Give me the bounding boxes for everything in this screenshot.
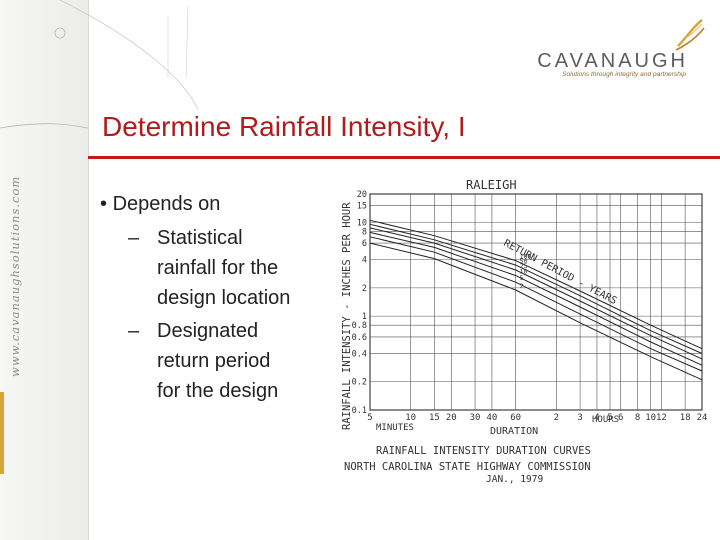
series-line-10 — [369, 231, 703, 366]
cavanaugh-logo: CAVANAUGH Solutions through integrity an… — [516, 14, 706, 84]
y-tick-label: 0.2 — [352, 378, 367, 388]
x-tick-label: 6 — [618, 413, 623, 423]
x-tick-label: 10 — [405, 413, 416, 423]
series-label-50: 50 — [520, 257, 528, 265]
brand-tagline: Solutions through integrity and partners… — [562, 71, 686, 78]
x-tick-label: 20 — [446, 413, 457, 423]
series-line-5 — [369, 236, 703, 372]
bullet-depends-on: • Depends on — [100, 193, 221, 215]
x-tick-label: 3 — [577, 413, 582, 423]
y-tick-label: 1 — [362, 312, 367, 322]
x-tick-label: 60 — [510, 413, 521, 423]
series-line-100 — [369, 219, 703, 350]
x-tick-label: 2 — [554, 413, 559, 423]
x-unit-hours: HOURS — [592, 415, 619, 425]
gold-accent-bar — [0, 392, 4, 474]
series-label-100: 100 — [520, 253, 532, 261]
idf-chart: RALEIGH RAINFALL INTENSITY - INCHES PER … — [336, 172, 708, 490]
x-tick-label: 18 — [680, 413, 691, 423]
y-tick-label: 20 — [357, 190, 367, 200]
swoosh-logo-icon — [675, 19, 705, 51]
series-line-2 — [369, 242, 703, 381]
x-unit-minutes: MINUTES — [376, 423, 414, 433]
brand-name: CAVANAUGH — [537, 50, 688, 72]
x-tick-label: 5 — [607, 413, 612, 423]
series-label-25: 25 — [520, 262, 528, 270]
y-axis-label: RAINFALL INTENSITY - INCHES PER HOUR — [341, 202, 353, 430]
y-tick-label: 10 — [357, 218, 367, 228]
x-tick-label: 30 — [470, 413, 481, 423]
x-tick-label: 5 — [367, 413, 372, 423]
title-rule — [88, 156, 720, 159]
y-tick-label: 0.6 — [352, 333, 367, 343]
y-tick-label: 0.8 — [352, 321, 367, 331]
x-tick-label: 40 — [486, 413, 497, 423]
y-tick-labels: 20 15 108 6 4 2 10.8 0.6 0.4 0.2 0.1 — [352, 190, 367, 416]
caption-line-2: NORTH CAROLINA STATE HIGHWAY COMMISSION — [344, 461, 591, 473]
y-tick-label: 2 — [362, 284, 367, 294]
x-tick-label: 24 — [697, 413, 708, 423]
series-line-50 — [369, 223, 703, 354]
series-label-2: 2 — [520, 282, 524, 290]
x-tick-labels: 5 10 15 20 30 40 60 2 3 4 5 6 8 10 12 18 24 — [367, 413, 707, 423]
y-tick-label: 15 — [357, 202, 367, 212]
x-axis-label: DURATION — [490, 426, 538, 437]
x-tick-label: 15 — [429, 413, 440, 423]
y-tick-label: 6 — [362, 239, 367, 249]
x-tick-label: 10 — [645, 413, 656, 423]
caption-line-3: JAN., 1979 — [486, 474, 543, 485]
y-tick-label: 0.4 — [352, 349, 367, 359]
series-label-5: 5 — [520, 274, 524, 282]
chart-title: RALEIGH — [466, 178, 517, 192]
caption-line-1: RAINFALL INTENSITY DURATION CURVES — [376, 445, 591, 457]
y-tick-label: 0.1 — [352, 406, 367, 416]
x-tick-label: 12 — [656, 413, 667, 423]
chart-background — [336, 172, 708, 490]
y-tick-label: 8 — [362, 227, 367, 237]
series-label-10: 10 — [520, 268, 528, 276]
compass-icon — [54, 27, 66, 39]
slide-title: Determine Rainfall Intensity, I — [102, 111, 466, 142]
y-tick-label: 4 — [362, 256, 367, 266]
side-panel — [0, 0, 89, 540]
chart-grid — [369, 193, 703, 411]
x-tick-label: 8 — [635, 413, 640, 423]
series-line-25 — [369, 227, 703, 360]
x-tick-label: 4 — [594, 413, 599, 423]
